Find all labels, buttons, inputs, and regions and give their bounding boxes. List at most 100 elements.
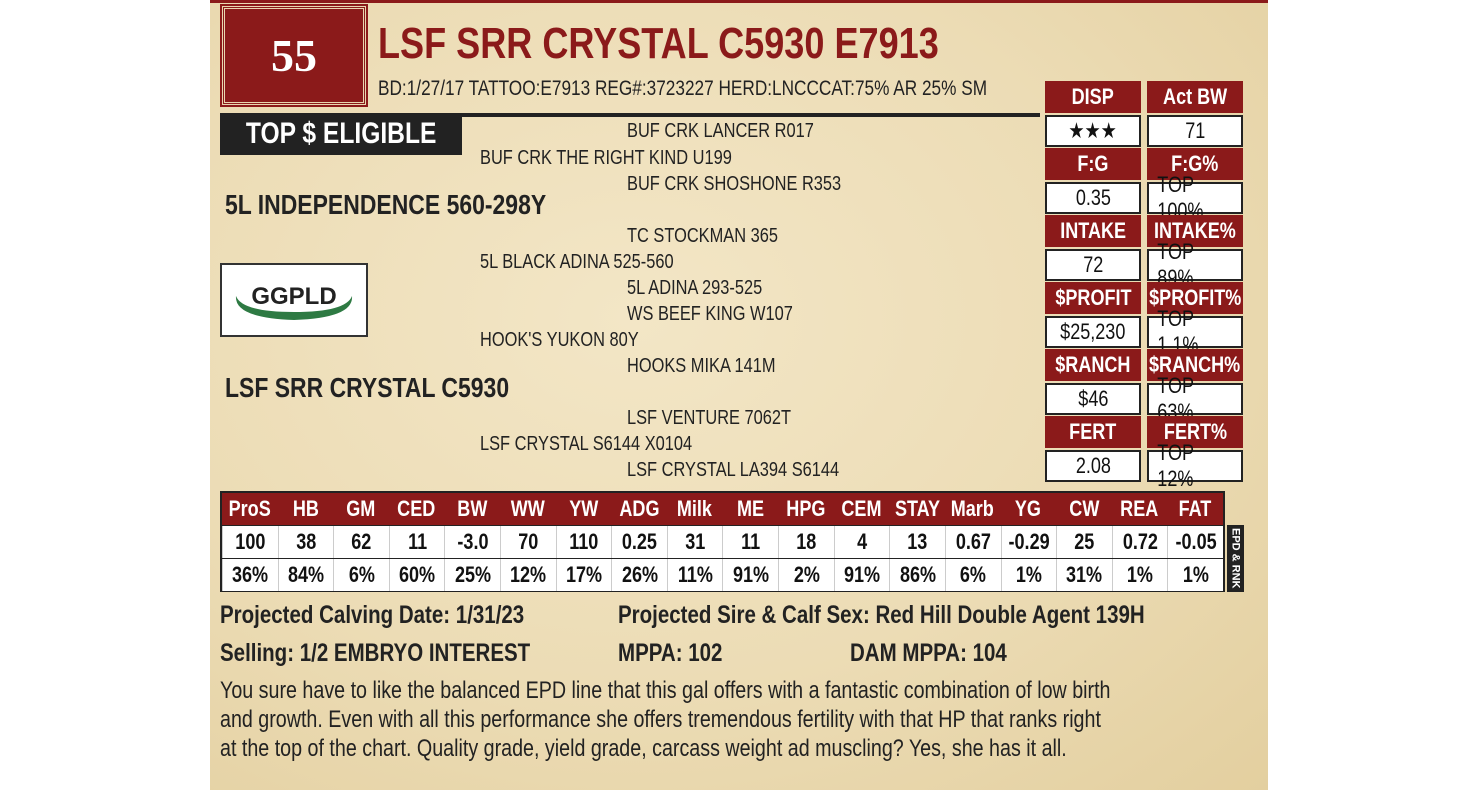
calving-date: Projected Calving Date: 1/31/23 [220, 601, 525, 629]
panel-value: TOP 12% [1147, 440, 1243, 491]
pedigree-sss: BUF CRK LANCER R017 [627, 120, 814, 142]
pedigree-sd: 5L BLACK ADINA 525-560 [480, 251, 674, 273]
panel-label: $PROFIT% [1147, 282, 1243, 314]
epd-cell-ranks: 86% [889, 559, 945, 591]
panel-value: $46 [1045, 383, 1141, 415]
epd-cell-ranks: 91% [833, 559, 890, 591]
panel-value: 72 [1045, 249, 1141, 281]
panel-value: 0.35 [1045, 182, 1141, 214]
epd-cell-ranks: 12% [500, 559, 556, 591]
epd-cell-ranks: 91% [722, 559, 779, 591]
top-dollar-badge: TOP $ ELIGIBLE [220, 113, 462, 155]
epd-cell-values: -0.05 [1167, 526, 1223, 558]
panel-value: $25,230 [1045, 316, 1141, 348]
epd-cell-values: 0.72 [1111, 526, 1168, 558]
pedigree-sds: TC STOCKMAN 365 [627, 225, 778, 247]
epd-cell-ranks: 2% [778, 559, 834, 591]
epd-cell-values: 0.67 [944, 526, 1001, 558]
animal-meta: BD:1/27/17 TATTOO:E7913 REG#:3723227 HER… [378, 77, 988, 100]
ggpld-logo: GGPLD [220, 263, 368, 337]
epd-cell-values: 11 [722, 526, 779, 558]
epd-cell-values: 70 [500, 526, 556, 558]
pedigree-ss: BUF CRK THE RIGHT KIND U199 [480, 147, 732, 169]
epd-table: ProS HB GM CED BW WW YW ADG Milk ME HPG CEM STAY Marb… [220, 491, 1225, 592]
epd-value-row: 100 38 62 11 -3.0 70 110 0.25 31 11 18 4 13 0.67 -0.29… [222, 526, 1223, 558]
epd-cell-ranks: 1% [1167, 559, 1223, 591]
epd-cell-headers: YG [1000, 493, 1057, 525]
epd-cell-values: 38 [277, 526, 334, 558]
epd-cell-ranks: 17% [555, 559, 612, 591]
pedigree-sdd: 5L ADINA 293-525 [627, 277, 763, 299]
epd-cell-values: 100 [222, 526, 278, 558]
pedigree-ds: HOOK'S YUKON 80Y [480, 329, 639, 351]
dam-mppa: DAM MPPA: 104 [850, 639, 1007, 667]
epd-cell-headers: ADG [611, 493, 667, 525]
epd-cell-ranks: 6% [333, 559, 389, 591]
panel-label: $PROFIT [1045, 282, 1141, 314]
epd-cell-values: 110 [555, 526, 612, 558]
epd-cell-headers: FAT [1167, 493, 1223, 525]
epd-cell-headers: WW [500, 493, 556, 525]
panel-value: TOP 1.1% [1147, 306, 1243, 357]
epd-cell-headers: CW [1056, 493, 1112, 525]
pedigree-ddd: LSF CRYSTAL LA394 S6144 [627, 459, 840, 481]
panel-label: INTAKE [1045, 215, 1141, 247]
pedigree-dds: LSF VENTURE 7062T [627, 407, 792, 429]
epd-cell-values: 31 [666, 526, 723, 558]
epd-cell-headers: ProS [222, 493, 278, 525]
svg-text:GGPLD: GGPLD [251, 283, 336, 310]
epd-cell-headers: YW [555, 493, 612, 525]
epd-side-label: EPD & RNK [1227, 525, 1244, 592]
panel-label: DISP [1045, 81, 1141, 113]
epd-cell-ranks: 84% [277, 559, 334, 591]
panel-label: F:G [1045, 148, 1141, 180]
pedigree-dd: LSF CRYSTAL S6144 X0104 [480, 433, 693, 455]
epd-cell-values: 25 [1056, 526, 1112, 558]
epd-cell-values: 0.25 [611, 526, 667, 558]
panel-label: $RANCH% [1147, 349, 1243, 381]
description: You sure have to like the balanced EPD l… [220, 677, 1111, 762]
pedigree-sire: 5L INDEPENDENCE 560-298Y [225, 189, 547, 220]
lot-number: 55 [220, 4, 368, 107]
animal-title: LSF SRR CRYSTAL C5930 E7913 [378, 19, 939, 68]
epd-cell-ranks: 31% [1056, 559, 1112, 591]
panel-label: INTAKE% [1147, 215, 1243, 247]
epd-cell-headers: Milk [666, 493, 723, 525]
panel-label: FERT [1045, 416, 1141, 448]
epd-cell-ranks: 1% [1111, 559, 1168, 591]
pedigree-ssd: BUF CRK SHOSHONE R353 [627, 173, 842, 195]
epd-cell-headers: CEM [833, 493, 890, 525]
panel-value: TOP 89% [1147, 239, 1243, 290]
epd-cell-ranks: 25% [444, 559, 501, 591]
panel-value: 2.08 [1045, 450, 1141, 482]
epd-cell-ranks: 26% [611, 559, 667, 591]
panel-label: FERT% [1147, 416, 1243, 448]
epd-cell-values: -0.29 [1000, 526, 1057, 558]
divider [220, 113, 1040, 117]
epd-cell-ranks: 6% [944, 559, 1001, 591]
epd-cell-ranks: 11% [666, 559, 723, 591]
lot-sheet: 55 LSF SRR CRYSTAL C5930 E7913 BD:1/27/1… [210, 0, 1268, 790]
epd-cell-headers: BW [444, 493, 501, 525]
epd-cell-headers: HB [277, 493, 334, 525]
epd-cell-headers: STAY [889, 493, 945, 525]
epd-cell-headers: GM [333, 493, 389, 525]
selling: Selling: 1/2 EMBRYO INTEREST [220, 639, 531, 667]
panel-value: ★★★ [1045, 115, 1141, 147]
panel-label: Act BW [1147, 81, 1243, 113]
pedigree-dsd: HOOKS MIKA 141M [627, 355, 776, 377]
panel-value: TOP 100% [1147, 172, 1243, 223]
pedigree-dam: LSF SRR CRYSTAL C5930 [225, 372, 510, 403]
panel-label: F:G% [1147, 148, 1243, 180]
epd-cell-ranks: 60% [388, 559, 445, 591]
epd-cell-ranks: 1% [1000, 559, 1057, 591]
epd-cell-values: 11 [388, 526, 445, 558]
epd-cell-ranks: 36% [222, 559, 278, 591]
epd-cell-values: 13 [889, 526, 945, 558]
epd-cell-headers: ME [722, 493, 779, 525]
epd-rank-row: 36% 84% 6% 60% 25% 12% 17% 26% 11% 91% 2% 91% 86% 6% 1… [222, 559, 1223, 591]
epd-cell-values: 62 [333, 526, 389, 558]
epd-cell-headers: REA [1111, 493, 1168, 525]
epd-cell-values: 4 [833, 526, 890, 558]
panel-label: $RANCH [1045, 349, 1141, 381]
